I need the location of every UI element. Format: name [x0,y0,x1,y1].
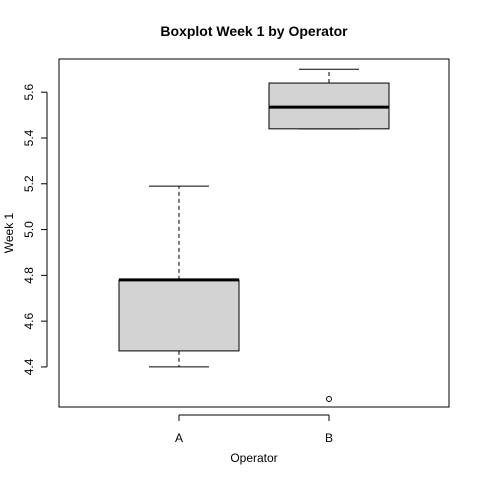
y-tick-label: 5.4 [22,129,36,146]
plot-frame [58,58,450,408]
y-axis-label: Week 1 [2,212,16,253]
box-group-a [118,185,240,368]
x-tick-label: B [325,431,333,445]
y-tick-label: 5.2 [22,175,36,192]
y-tick-label: 5.0 [22,221,36,238]
y-tick-label: 4.4 [22,358,36,375]
x-tick-label: A [175,431,183,445]
y-tick-label: 4.8 [22,267,36,284]
y-tick-label: 4.6 [22,312,36,329]
box-group-b [268,68,390,402]
y-axis: 4.4 4.6 4.8 5.0 5.2 5.4 5.6 [22,84,48,375]
x-axis-label: Operator [230,451,277,465]
outlier-point [326,395,332,402]
box-iqr [118,279,240,352]
chart-title: Boxplot Week 1 by Operator [160,23,348,39]
y-tick-label: 5.6 [22,84,36,101]
boxes [118,68,390,402]
